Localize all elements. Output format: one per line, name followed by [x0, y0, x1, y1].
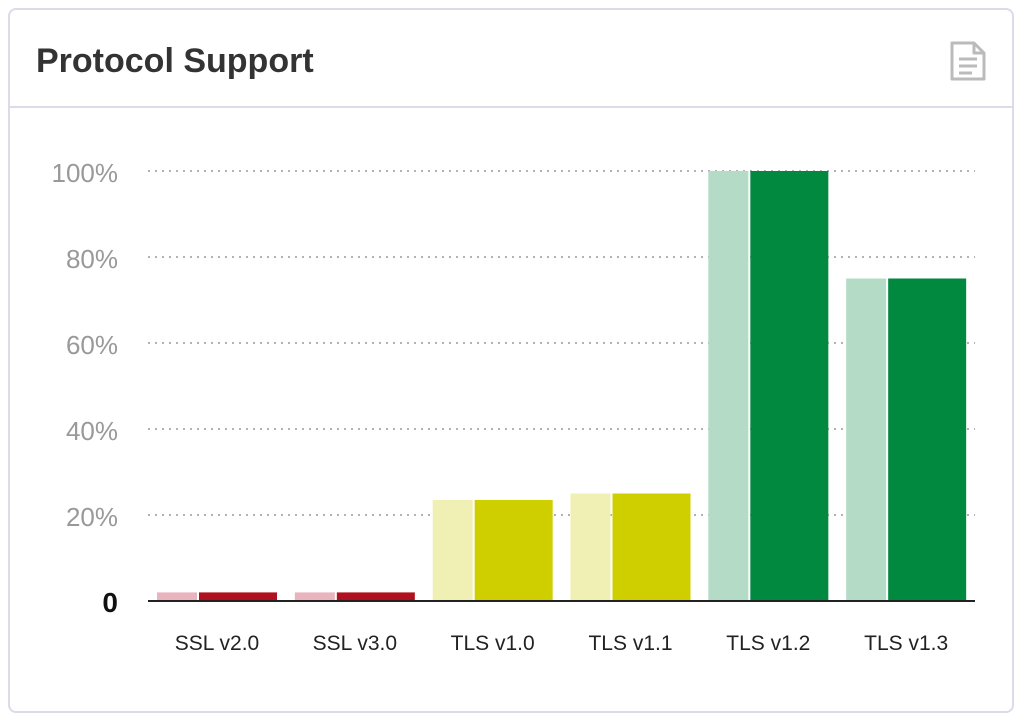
bar-light	[846, 278, 887, 601]
bar-dark	[199, 592, 277, 601]
bar-light	[708, 171, 749, 601]
x-tick-label: SSL v2.0	[175, 632, 259, 655]
bar-dark	[336, 592, 415, 601]
x-tick-label: TLS v1.3	[864, 632, 948, 655]
bar-light	[157, 592, 197, 601]
x-tick-label: TLS v1.1	[588, 632, 672, 655]
y-tick-label: 0	[102, 587, 118, 618]
x-tick-label: TLS v1.0	[451, 632, 535, 655]
bar-light	[432, 499, 473, 601]
y-tick-label: 20%	[66, 502, 118, 532]
bar-dark	[474, 499, 553, 601]
bar-dark	[750, 171, 829, 601]
bar-light	[294, 592, 335, 601]
x-tick-label: TLS v1.2	[726, 632, 810, 655]
y-tick-label: 100%	[52, 158, 119, 188]
document-icon[interactable]	[948, 39, 988, 83]
bar-light	[570, 493, 611, 601]
card-title: Protocol Support	[36, 42, 314, 80]
y-tick-label: 80%	[66, 244, 118, 274]
bar-dark	[888, 278, 967, 601]
x-tick-label: SSL v3.0	[313, 632, 397, 655]
y-tick-label: 60%	[66, 330, 118, 360]
y-tick-label: 40%	[66, 416, 118, 446]
card-header: Protocol Support	[10, 10, 1012, 108]
bar-dark	[612, 493, 691, 601]
